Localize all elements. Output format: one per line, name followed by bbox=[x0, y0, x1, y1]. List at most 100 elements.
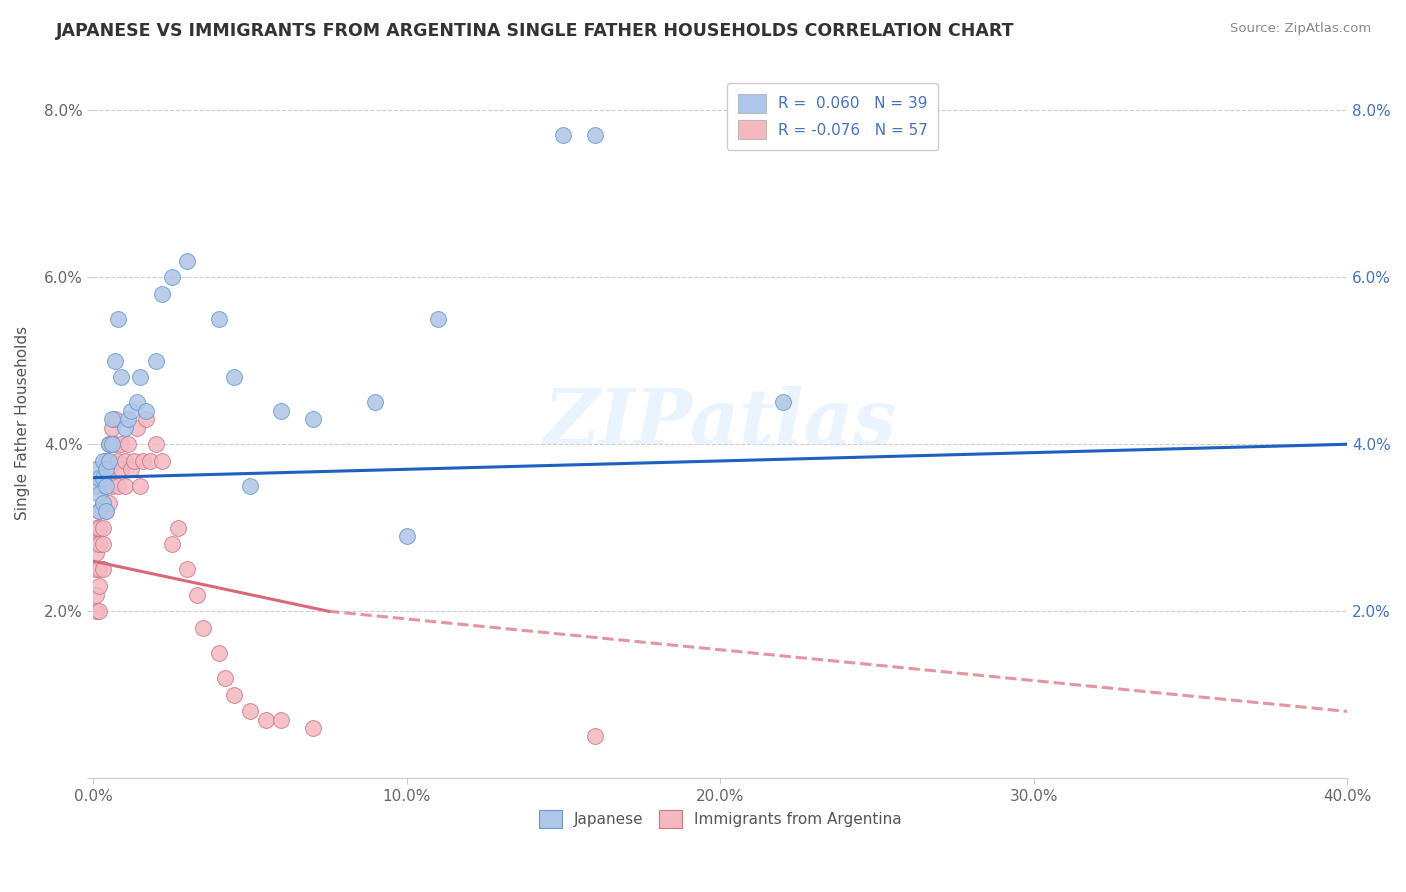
Text: ZIPatlas: ZIPatlas bbox=[544, 386, 897, 460]
Point bbox=[97, 496, 120, 510]
Y-axis label: Single Father Households: Single Father Households bbox=[15, 326, 30, 520]
Point bbox=[207, 646, 229, 660]
Point bbox=[101, 437, 124, 451]
Point bbox=[254, 713, 277, 727]
Point bbox=[101, 420, 124, 434]
Point bbox=[91, 537, 114, 551]
Point bbox=[427, 312, 450, 326]
Point bbox=[97, 437, 120, 451]
Point bbox=[239, 705, 262, 719]
Point bbox=[86, 588, 108, 602]
Point bbox=[101, 412, 124, 426]
Point bbox=[160, 270, 183, 285]
Point bbox=[104, 412, 127, 426]
Point bbox=[86, 462, 108, 476]
Point bbox=[166, 521, 188, 535]
Point bbox=[138, 454, 160, 468]
Point bbox=[150, 287, 173, 301]
Point bbox=[86, 604, 108, 618]
Point bbox=[301, 721, 323, 735]
Point bbox=[107, 454, 129, 468]
Point bbox=[91, 562, 114, 576]
Point bbox=[120, 404, 142, 418]
Point bbox=[104, 353, 127, 368]
Point bbox=[150, 454, 173, 468]
Point bbox=[395, 529, 418, 543]
Legend: Japanese, Immigrants from Argentina: Japanese, Immigrants from Argentina bbox=[533, 804, 908, 834]
Point bbox=[239, 479, 262, 493]
Point bbox=[101, 437, 124, 451]
Point bbox=[301, 412, 323, 426]
Point bbox=[94, 454, 117, 468]
Point bbox=[86, 562, 108, 576]
Point bbox=[97, 454, 120, 468]
Point bbox=[110, 370, 132, 384]
Point bbox=[89, 579, 111, 593]
Point bbox=[91, 496, 114, 510]
Point bbox=[117, 437, 139, 451]
Point bbox=[86, 537, 108, 551]
Point bbox=[91, 470, 114, 484]
Point bbox=[110, 437, 132, 451]
Point bbox=[104, 437, 127, 451]
Point bbox=[91, 521, 114, 535]
Point bbox=[160, 537, 183, 551]
Point bbox=[186, 588, 208, 602]
Point bbox=[97, 462, 120, 476]
Point bbox=[583, 730, 606, 744]
Point bbox=[583, 128, 606, 143]
Point bbox=[91, 496, 114, 510]
Point bbox=[97, 437, 120, 451]
Point bbox=[89, 562, 111, 576]
Point bbox=[145, 353, 167, 368]
Point bbox=[129, 479, 152, 493]
Point bbox=[114, 420, 136, 434]
Point bbox=[89, 504, 111, 518]
Point bbox=[176, 562, 198, 576]
Point bbox=[207, 312, 229, 326]
Point bbox=[89, 504, 111, 518]
Point bbox=[270, 404, 292, 418]
Point bbox=[94, 504, 117, 518]
Point bbox=[553, 128, 575, 143]
Point bbox=[107, 312, 129, 326]
Point bbox=[270, 713, 292, 727]
Point bbox=[135, 404, 157, 418]
Point bbox=[86, 521, 108, 535]
Point bbox=[94, 462, 117, 476]
Point bbox=[120, 462, 142, 476]
Point bbox=[89, 521, 111, 535]
Point bbox=[89, 604, 111, 618]
Point bbox=[364, 395, 387, 409]
Point bbox=[89, 537, 111, 551]
Point bbox=[117, 412, 139, 426]
Point bbox=[122, 454, 145, 468]
Point bbox=[214, 671, 236, 685]
Point bbox=[110, 462, 132, 476]
Point bbox=[101, 479, 124, 493]
Text: Source: ZipAtlas.com: Source: ZipAtlas.com bbox=[1230, 22, 1371, 36]
Point bbox=[772, 395, 794, 409]
Point bbox=[114, 454, 136, 468]
Point bbox=[125, 395, 148, 409]
Point bbox=[89, 470, 111, 484]
Point bbox=[224, 688, 246, 702]
Point bbox=[91, 454, 114, 468]
Point bbox=[89, 487, 111, 501]
Point bbox=[145, 437, 167, 451]
Point bbox=[94, 504, 117, 518]
Point bbox=[94, 479, 117, 493]
Point bbox=[107, 479, 129, 493]
Point bbox=[125, 420, 148, 434]
Point bbox=[135, 412, 157, 426]
Point bbox=[176, 253, 198, 268]
Point bbox=[129, 370, 152, 384]
Point bbox=[114, 479, 136, 493]
Point bbox=[94, 479, 117, 493]
Point bbox=[132, 454, 155, 468]
Point bbox=[224, 370, 246, 384]
Point bbox=[191, 621, 214, 635]
Point bbox=[91, 479, 114, 493]
Point bbox=[86, 546, 108, 560]
Point bbox=[86, 479, 108, 493]
